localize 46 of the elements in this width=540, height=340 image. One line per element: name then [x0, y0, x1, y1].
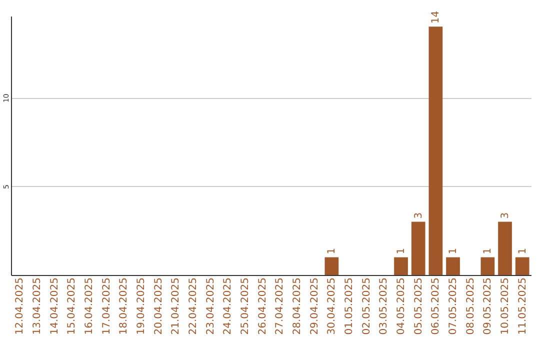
- bar: [498, 222, 512, 275]
- x-tick-label: 28.04.2025: [292, 278, 303, 335]
- x-tick-label: 09.05.2025: [482, 278, 494, 335]
- x-tick-label: 27.04.2025: [274, 278, 286, 335]
- x-tick-label: 01.05.2025: [344, 278, 355, 335]
- x-tick-label: 11.05.2025: [517, 278, 528, 335]
- x-tick-label: 08.05.2025: [465, 278, 476, 335]
- x-tick-label: 06.05.2025: [430, 278, 442, 335]
- bar: [515, 257, 530, 275]
- x-tick-label: 03.05.2025: [378, 278, 390, 335]
- x-tick-label: 07.05.2025: [448, 278, 459, 335]
- x-tick-label: 12.04.2025: [14, 278, 26, 335]
- x-tick-label: 22.04.2025: [188, 278, 199, 335]
- bar: [411, 222, 426, 275]
- data-label: 1: [448, 248, 459, 254]
- x-tick-label: 02.05.2025: [361, 278, 372, 335]
- x-tick-label: 29.04.2025: [309, 278, 320, 335]
- data-label: 3: [500, 212, 511, 219]
- bar: [324, 257, 339, 275]
- x-tick-label: 24.04.2025: [222, 278, 234, 335]
- data-label: 3: [413, 212, 424, 219]
- x-tick-label: 15.04.2025: [66, 278, 78, 335]
- x-tick-label: 19.04.2025: [136, 278, 147, 335]
- bar: [394, 257, 408, 275]
- x-tick-label: 18.04.2025: [118, 278, 130, 335]
- x-tick-label: 05.05.2025: [413, 278, 424, 335]
- data-label: 1: [482, 248, 494, 254]
- data-label: 1: [396, 248, 407, 254]
- bar: [480, 257, 495, 275]
- x-tick-label: 16.04.2025: [84, 278, 95, 335]
- data-label: 1: [517, 248, 528, 254]
- x-tick-label: 23.04.2025: [205, 278, 216, 335]
- data-label: 1: [326, 248, 338, 254]
- x-tick-label: 21.04.2025: [170, 278, 182, 335]
- x-tick-label: 25.04.2025: [240, 278, 251, 335]
- x-tick-label: 10.05.2025: [500, 278, 511, 335]
- x-tick-label: 30.04.2025: [326, 278, 338, 335]
- data-label: 14: [430, 10, 442, 24]
- bar: [428, 26, 443, 275]
- x-tick-label: 20.04.2025: [153, 278, 164, 335]
- bar: [446, 257, 460, 275]
- x-tick-label: 17.04.2025: [101, 278, 112, 335]
- x-tick-label: 04.05.2025: [396, 278, 407, 335]
- x-tick-label: 26.04.2025: [257, 278, 268, 335]
- x-tick-label: 13.04.2025: [32, 278, 43, 335]
- x-tick-label: 14.04.2025: [49, 278, 60, 335]
